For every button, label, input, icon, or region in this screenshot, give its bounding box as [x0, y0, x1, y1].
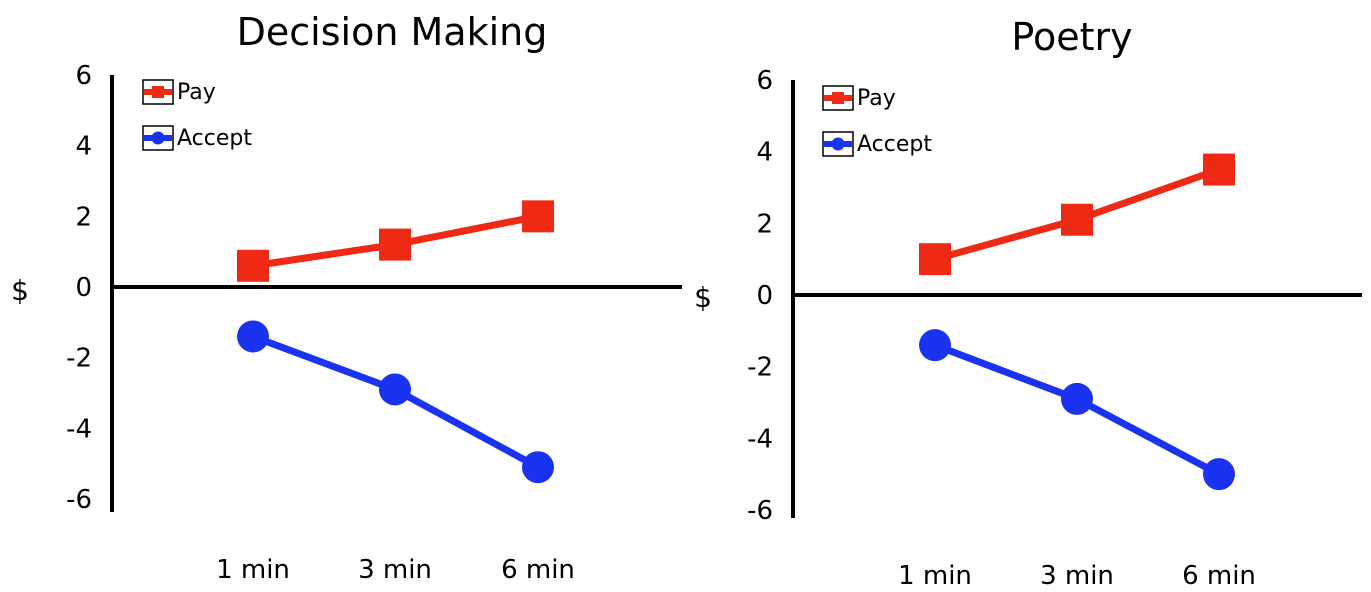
legend-label: Pay — [177, 80, 216, 105]
y-tick-label: -6 — [66, 485, 92, 515]
legend-item-pay: Pay — [822, 85, 896, 111]
data-point-square — [919, 243, 951, 276]
chart-panel-1: Decision Making 6 4 2 0 -2 -4 -6 $1 min 3 min 6 mi… — [11, 10, 682, 585]
series-accept — [237, 320, 554, 484]
y-axis-label: $ — [11, 274, 29, 307]
data-point-circle — [522, 451, 554, 484]
y-tick-label: -2 — [747, 353, 773, 383]
legend-item-pay: Pay — [142, 79, 216, 105]
series-pay — [919, 153, 1235, 276]
y-axis-label: $ — [694, 281, 712, 314]
data-point-circle — [1203, 458, 1235, 491]
legend-label: Pay — [857, 86, 896, 111]
y-tick-label: 6 — [75, 61, 92, 91]
series-accept — [919, 329, 1235, 491]
x-category-label: 3 min — [1040, 561, 1114, 591]
y-tick-label: -4 — [66, 414, 92, 444]
data-point-circle — [379, 373, 411, 406]
data-point-square — [379, 228, 411, 261]
y-tick-label: -6 — [747, 496, 773, 526]
legend-marker-square — [832, 92, 844, 104]
data-point-square — [237, 249, 269, 282]
data-point-square — [1203, 153, 1235, 186]
legend-marker-square — [152, 86, 164, 98]
y-tick-label: -4 — [747, 424, 773, 454]
legend-label: Accept — [857, 132, 932, 157]
y-tick-label: -2 — [66, 344, 92, 374]
chart-panel-2: Poetry 6 4 2 0 -2 -4 -6 $1 min 3 min 6 min Pay Accep… — [694, 15, 1362, 591]
x-category-label: 3 min — [358, 555, 432, 585]
x-category-label: 1 min — [898, 561, 972, 591]
chart-title: Poetry — [1011, 15, 1132, 59]
y-tick-label: 0 — [75, 273, 92, 303]
y-tick-label: 2 — [756, 209, 773, 239]
data-point-square — [1061, 203, 1093, 236]
data-point-circle — [1061, 382, 1093, 415]
chart-title: Decision Making — [237, 10, 548, 54]
y-tick-label: 4 — [75, 132, 92, 162]
y-tick-label: 0 — [756, 281, 773, 311]
data-point-circle — [919, 329, 951, 362]
x-category-label: 1 min — [216, 555, 290, 585]
y-tick-label: 4 — [756, 138, 773, 168]
legend-marker-circle — [831, 137, 845, 151]
legend-item-accept: Accept — [142, 125, 252, 151]
data-point-circle — [237, 320, 269, 353]
y-tick-label: 2 — [75, 202, 92, 232]
legend-item-accept: Accept — [822, 131, 932, 157]
data-point-square — [522, 200, 554, 233]
series-pay — [237, 200, 554, 282]
y-tick-label: 6 — [756, 66, 773, 96]
x-category-label: 6 min — [501, 555, 575, 585]
legend-marker-circle — [151, 131, 165, 145]
x-category-label: 6 min — [1182, 561, 1256, 591]
legend-label: Accept — [177, 126, 252, 151]
